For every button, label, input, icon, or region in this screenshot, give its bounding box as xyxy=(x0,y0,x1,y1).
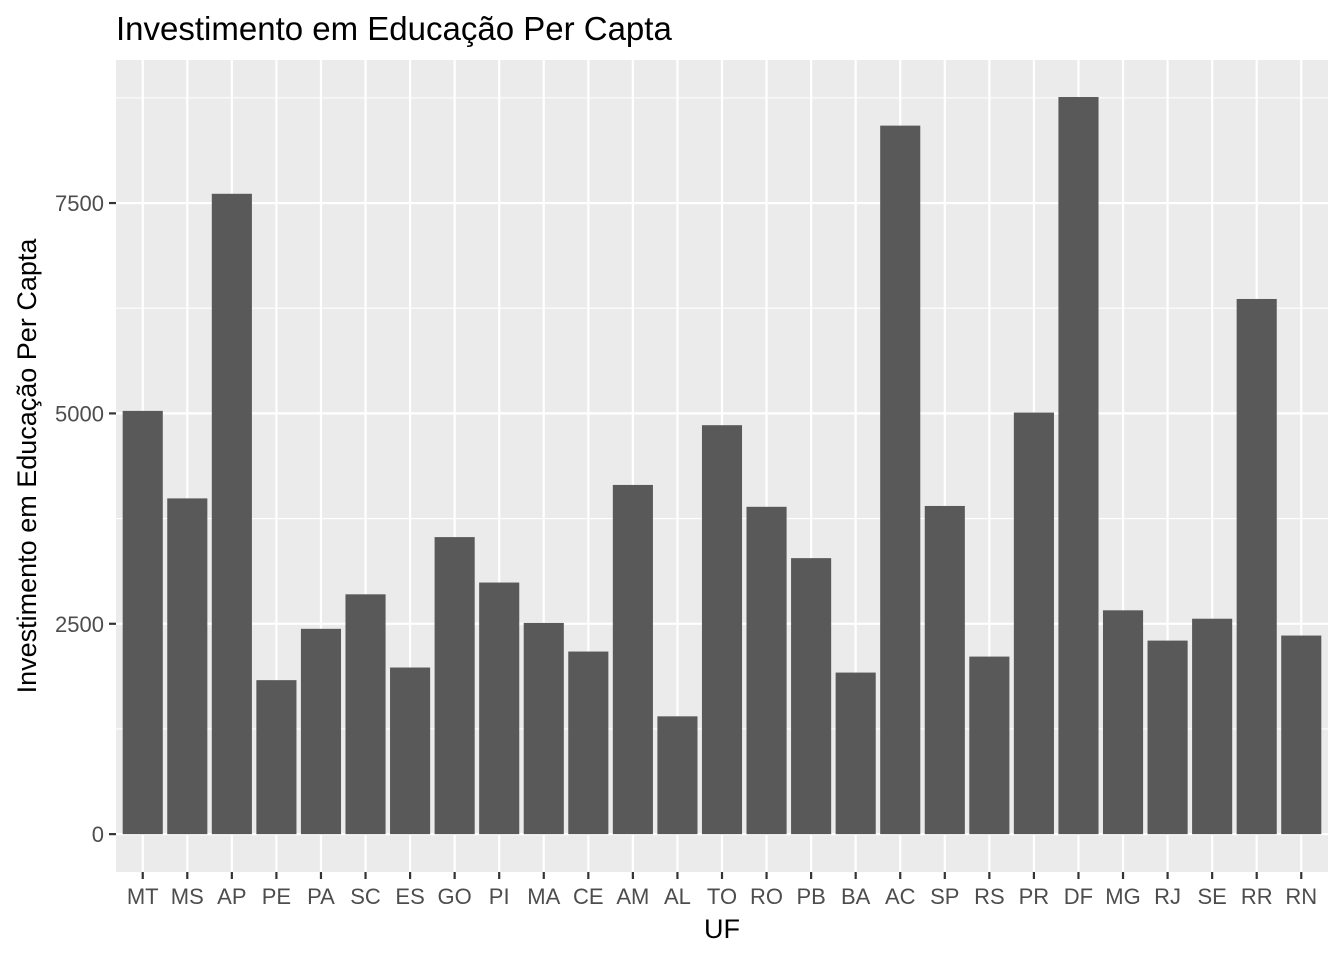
bar-pi xyxy=(479,582,520,835)
x-tick-label-es: ES xyxy=(395,884,424,909)
x-tick-label-ma: MA xyxy=(527,884,560,909)
x-tick-label-sc: SC xyxy=(350,884,381,909)
x-tick-label-sp: SP xyxy=(930,884,959,909)
y-tick-label: 2500 xyxy=(55,612,104,637)
x-tick-label-ce: CE xyxy=(573,884,604,909)
x-tick-label-ac: AC xyxy=(885,884,916,909)
x-tick-label-am: AM xyxy=(616,884,649,909)
bar-sp xyxy=(924,505,965,835)
bar-ms xyxy=(167,498,208,835)
bar-df xyxy=(1058,97,1099,835)
bar-rn xyxy=(1281,635,1322,835)
x-tick-label-rr: RR xyxy=(1241,884,1273,909)
x-tick-label-al: AL xyxy=(664,884,691,909)
x-tick-label-ba: BA xyxy=(841,884,871,909)
bar-rj xyxy=(1147,640,1188,835)
x-axis: MT MS AP PE PA SC ES GO PI MA CE AM AL TO RO PB BA AC SP RS… xyxy=(127,872,1317,909)
bar-am xyxy=(612,484,653,835)
bar-rs xyxy=(969,656,1010,835)
bar-es xyxy=(390,667,431,835)
bar-ap xyxy=(211,193,252,835)
bar-ma xyxy=(523,622,564,835)
x-tick-label-pr: PR xyxy=(1019,884,1050,909)
y-axis: 0 2500 5000 7500 xyxy=(55,191,116,847)
chart-title: Investimento em Educação Per Capta xyxy=(116,10,672,47)
x-tick-label-pa: PA xyxy=(307,884,335,909)
bar-pb xyxy=(791,558,832,835)
x-tick-label-mt: MT xyxy=(127,884,159,909)
x-tick-label-ms: MS xyxy=(171,884,204,909)
y-tick-label: 5000 xyxy=(55,401,104,426)
y-tick-label: 0 xyxy=(92,822,104,847)
x-tick-label-pb: PB xyxy=(796,884,825,909)
y-tick-label: 7500 xyxy=(55,191,104,216)
x-tick-label-se: SE xyxy=(1197,884,1226,909)
bar-mt xyxy=(122,410,163,835)
x-tick-label-ro: RO xyxy=(750,884,783,909)
x-tick-label-pe: PE xyxy=(262,884,291,909)
x-tick-label-rn: RN xyxy=(1285,884,1317,909)
bar-se xyxy=(1192,618,1233,835)
bar-to xyxy=(701,425,743,835)
bar-ro xyxy=(746,506,787,835)
bar-sc xyxy=(345,594,386,835)
bar-al xyxy=(657,716,698,835)
bars xyxy=(122,97,1322,835)
bar-ba xyxy=(835,672,876,835)
y-axis-title: Investimento em Educação Per Capta xyxy=(12,238,42,694)
bar-ce xyxy=(568,651,609,835)
x-tick-label-rj: RJ xyxy=(1154,884,1181,909)
x-tick-label-ap: AP xyxy=(217,884,246,909)
bar-go xyxy=(434,537,475,835)
bar-pa xyxy=(300,628,342,835)
x-tick-label-pi: PI xyxy=(489,884,510,909)
x-tick-label-to: TO xyxy=(707,884,737,909)
x-axis-title: UF xyxy=(704,914,740,944)
bar-rr xyxy=(1236,298,1277,835)
x-tick-label-mg: MG xyxy=(1105,884,1140,909)
bar-ac xyxy=(880,125,921,835)
bar-mg xyxy=(1102,610,1144,835)
x-tick-label-rs: RS xyxy=(974,884,1005,909)
x-tick-label-go: GO xyxy=(438,884,472,909)
x-tick-label-df: DF xyxy=(1064,884,1093,909)
bar-pr xyxy=(1013,412,1054,835)
bar-pe xyxy=(256,680,297,835)
